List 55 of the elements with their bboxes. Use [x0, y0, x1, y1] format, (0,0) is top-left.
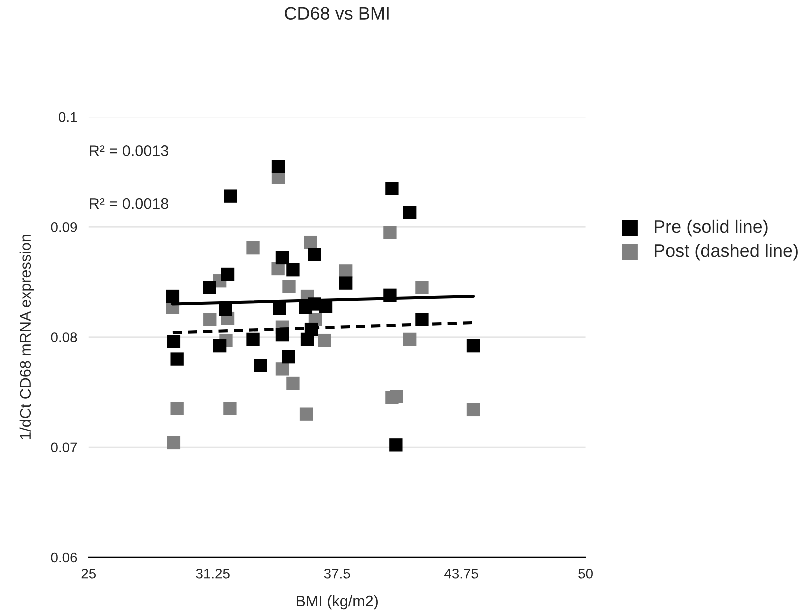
x-tick-label: 37.5	[324, 568, 350, 579]
point	[404, 332, 417, 346]
point	[318, 334, 332, 348]
point	[300, 408, 314, 421]
point	[219, 303, 232, 316]
point	[286, 376, 300, 390]
x-tick-label: 43.75	[444, 568, 478, 579]
point	[224, 190, 238, 203]
point	[390, 390, 404, 404]
point	[213, 339, 227, 353]
point	[340, 276, 353, 290]
point	[203, 281, 216, 294]
point	[246, 332, 260, 346]
point	[308, 248, 322, 262]
point	[221, 268, 235, 282]
point	[276, 251, 290, 265]
point	[390, 438, 403, 452]
point	[304, 236, 318, 250]
point	[384, 226, 397, 240]
chart-title: CD68 vs BMI	[285, 7, 389, 20]
x-tick-label: 50	[578, 568, 593, 579]
legend-label: Post (dashed line)	[654, 244, 798, 261]
point	[167, 436, 181, 450]
y-tick-label: 0.06	[51, 552, 78, 563]
point	[272, 160, 286, 174]
point	[224, 402, 237, 416]
legend-label: Pre (solid line)	[654, 220, 768, 237]
point	[167, 335, 181, 348]
point	[254, 359, 268, 372]
point	[282, 350, 296, 364]
point	[170, 352, 184, 366]
point	[466, 339, 480, 353]
point	[272, 262, 285, 276]
y-tick-label: 0.08	[51, 332, 78, 342]
point	[386, 182, 399, 196]
annotation: R² = 0.0013	[90, 146, 168, 156]
point	[286, 264, 300, 277]
point	[276, 362, 290, 376]
point	[416, 281, 429, 294]
point	[166, 290, 180, 304]
point	[466, 403, 480, 417]
x-axis-title: BMI (kg/m2)	[297, 595, 378, 610]
x-tick-label: 31.25	[196, 568, 230, 579]
y-tick-label: 0.07	[51, 442, 78, 453]
point	[170, 402, 184, 416]
point	[282, 280, 296, 294]
x-tick-label: 25	[82, 568, 96, 579]
point	[273, 302, 286, 316]
point	[246, 241, 260, 255]
y-tick-label: 0.09	[51, 222, 78, 232]
y-axis-title: 1/dCt CD68 mRNA expression	[20, 235, 34, 440]
y-tick-label: 0.1	[59, 112, 78, 122]
point	[404, 206, 417, 220]
point	[204, 313, 217, 326]
annotation: R² = 0.0018	[90, 198, 168, 210]
